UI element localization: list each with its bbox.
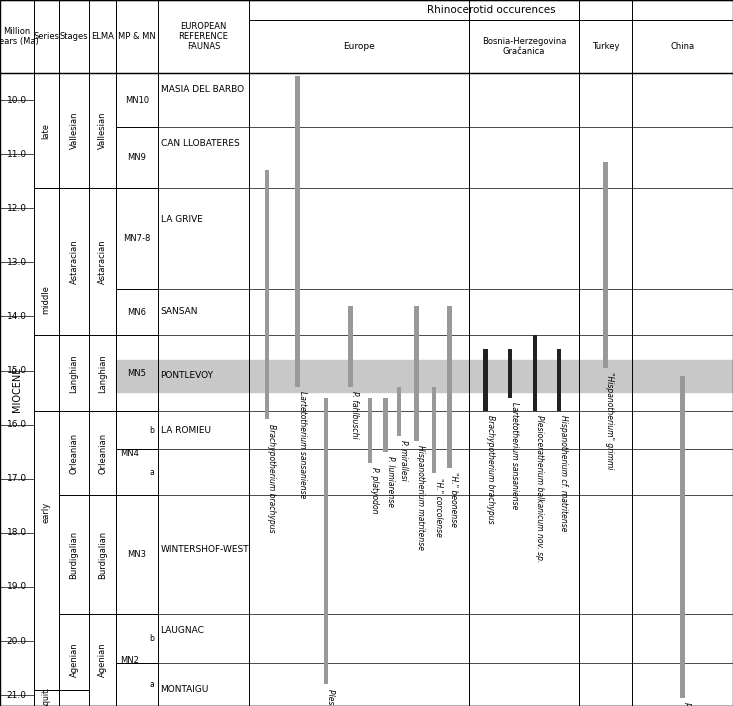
- Text: MASIA DEL BARBO: MASIA DEL BARBO: [161, 85, 243, 94]
- Text: Astaracian: Astaracian: [70, 239, 78, 284]
- Bar: [265, 170, 269, 419]
- Text: Million
years (Ma): Million years (Ma): [0, 27, 40, 46]
- Bar: [397, 387, 401, 436]
- Bar: [447, 306, 452, 468]
- Text: Vallesian: Vallesian: [70, 112, 78, 150]
- Bar: [348, 306, 353, 387]
- Text: Plesioceratherium balkanicum nov. sp.: Plesioceratherium balkanicum nov. sp.: [535, 416, 544, 563]
- Text: Burdigalian: Burdigalian: [70, 530, 78, 579]
- Bar: [295, 76, 300, 387]
- Text: middle: middle: [42, 285, 51, 314]
- Text: ELMA: ELMA: [91, 32, 114, 41]
- Text: CAN LLOBATERES: CAN LLOBATERES: [161, 139, 239, 148]
- Text: MN6: MN6: [128, 308, 146, 317]
- Text: Agenian: Agenian: [98, 642, 107, 677]
- Text: P. mirallesi: P. mirallesi: [399, 440, 408, 481]
- Text: a: a: [150, 680, 154, 689]
- Text: P. platyodon: P. platyodon: [370, 467, 379, 513]
- Text: Bosnia-Herzegovina
Gračanica: Bosnia-Herzegovina Gračanica: [482, 37, 567, 56]
- Text: WINTERSHOF-WEST: WINTERSHOF-WEST: [161, 544, 249, 554]
- Bar: [324, 397, 328, 684]
- Bar: [680, 376, 685, 698]
- Text: MN9: MN9: [128, 153, 146, 162]
- Text: LA GRIVE: LA GRIVE: [161, 215, 202, 224]
- Text: MN2: MN2: [120, 655, 139, 664]
- Text: Plesioceratherium aquitanicum: Plesioceratherium aquitanicum: [326, 688, 335, 706]
- Text: 10.0: 10.0: [7, 95, 27, 104]
- Text: MIOCENE: MIOCENE: [12, 367, 22, 412]
- Text: LAUGNAC: LAUGNAC: [161, 626, 205, 635]
- Text: 12.0: 12.0: [7, 204, 27, 213]
- Text: SANSAN: SANSAN: [161, 306, 198, 316]
- Text: Langhian: Langhian: [70, 354, 78, 393]
- Text: P. lumiarense: P. lumiarense: [386, 456, 394, 507]
- Text: 18.0: 18.0: [7, 528, 27, 537]
- Text: Turkey: Turkey: [592, 42, 619, 52]
- Text: MN5: MN5: [128, 369, 146, 378]
- Bar: [414, 306, 419, 441]
- Text: a: a: [150, 467, 154, 477]
- Text: "Hispanotherium" grimmi: "Hispanotherium" grimmi: [605, 372, 614, 469]
- Text: Langhian: Langhian: [98, 354, 107, 393]
- Text: Europe: Europe: [343, 42, 375, 52]
- Text: 11.0: 11.0: [7, 150, 27, 159]
- Text: 20.0: 20.0: [7, 637, 27, 645]
- Text: Agenian: Agenian: [70, 642, 78, 677]
- Text: MN3: MN3: [128, 550, 146, 559]
- Text: late: late: [42, 123, 51, 138]
- Bar: [432, 387, 436, 473]
- Text: 17.0: 17.0: [7, 474, 27, 484]
- Text: MP & MN: MP & MN: [118, 32, 155, 41]
- Text: LA ROMIEU: LA ROMIEU: [161, 426, 210, 435]
- Text: PONTLEVOY: PONTLEVOY: [161, 371, 213, 381]
- Bar: [557, 349, 561, 411]
- Text: 19.0: 19.0: [7, 582, 27, 592]
- Text: "H." corcolense: "H." corcolense: [434, 478, 443, 537]
- Text: Rhinocerotid occurences: Rhinocerotid occurences: [427, 5, 556, 16]
- Bar: [368, 397, 372, 462]
- Text: b: b: [149, 426, 154, 435]
- Text: MN4: MN4: [120, 448, 139, 457]
- Text: early: early: [42, 502, 51, 523]
- Text: "H." beonense: "H." beonense: [449, 472, 458, 527]
- Text: P. fahlbuschi: P. fahlbuschi: [350, 391, 359, 438]
- Text: Hispanotherium cf. matritense: Hispanotherium cf. matritense: [559, 416, 568, 532]
- Text: Orleanian: Orleanian: [98, 433, 107, 474]
- Text: Vallesian: Vallesian: [98, 112, 107, 150]
- Bar: [383, 397, 388, 452]
- Text: Burdigalian: Burdigalian: [98, 530, 107, 579]
- Text: Aquit.: Aquit.: [42, 686, 51, 706]
- Text: MN10: MN10: [125, 95, 149, 104]
- Text: b: b: [149, 634, 154, 643]
- Text: China: China: [671, 42, 694, 52]
- Text: MN7-8: MN7-8: [123, 234, 150, 244]
- Text: 16.0: 16.0: [7, 420, 27, 429]
- Bar: [507, 349, 512, 397]
- Text: MONTAIGU: MONTAIGU: [161, 686, 209, 694]
- Text: Brachypotherium brachypus: Brachypotherium brachypus: [485, 416, 495, 524]
- Text: 13.0: 13.0: [7, 258, 27, 267]
- Text: EUROPEAN
REFERENCE
FAUNAS: EUROPEAN REFERENCE FAUNAS: [178, 22, 229, 52]
- Text: Stages: Stages: [59, 32, 89, 41]
- Text: Plesioceratherium gracile: Plesioceratherium gracile: [682, 702, 691, 706]
- Text: Hispanotherium matritense: Hispanotherium matritense: [416, 445, 425, 550]
- Text: 14.0: 14.0: [7, 312, 27, 321]
- Text: 15.0: 15.0: [7, 366, 27, 375]
- Text: Astaracian: Astaracian: [98, 239, 107, 284]
- Text: Lartetotherium sansaniense: Lartetotherium sansaniense: [298, 391, 306, 498]
- Bar: [603, 162, 608, 368]
- Text: Orleanian: Orleanian: [70, 433, 78, 474]
- Text: Brachypotherium brachypus: Brachypotherium brachypus: [267, 424, 276, 532]
- Bar: [484, 349, 488, 411]
- Text: Lartetotherium sansaniense: Lartetotherium sansaniense: [510, 402, 519, 509]
- Text: 21.0: 21.0: [7, 690, 27, 700]
- Bar: [533, 335, 537, 411]
- Text: Series: Series: [33, 32, 59, 41]
